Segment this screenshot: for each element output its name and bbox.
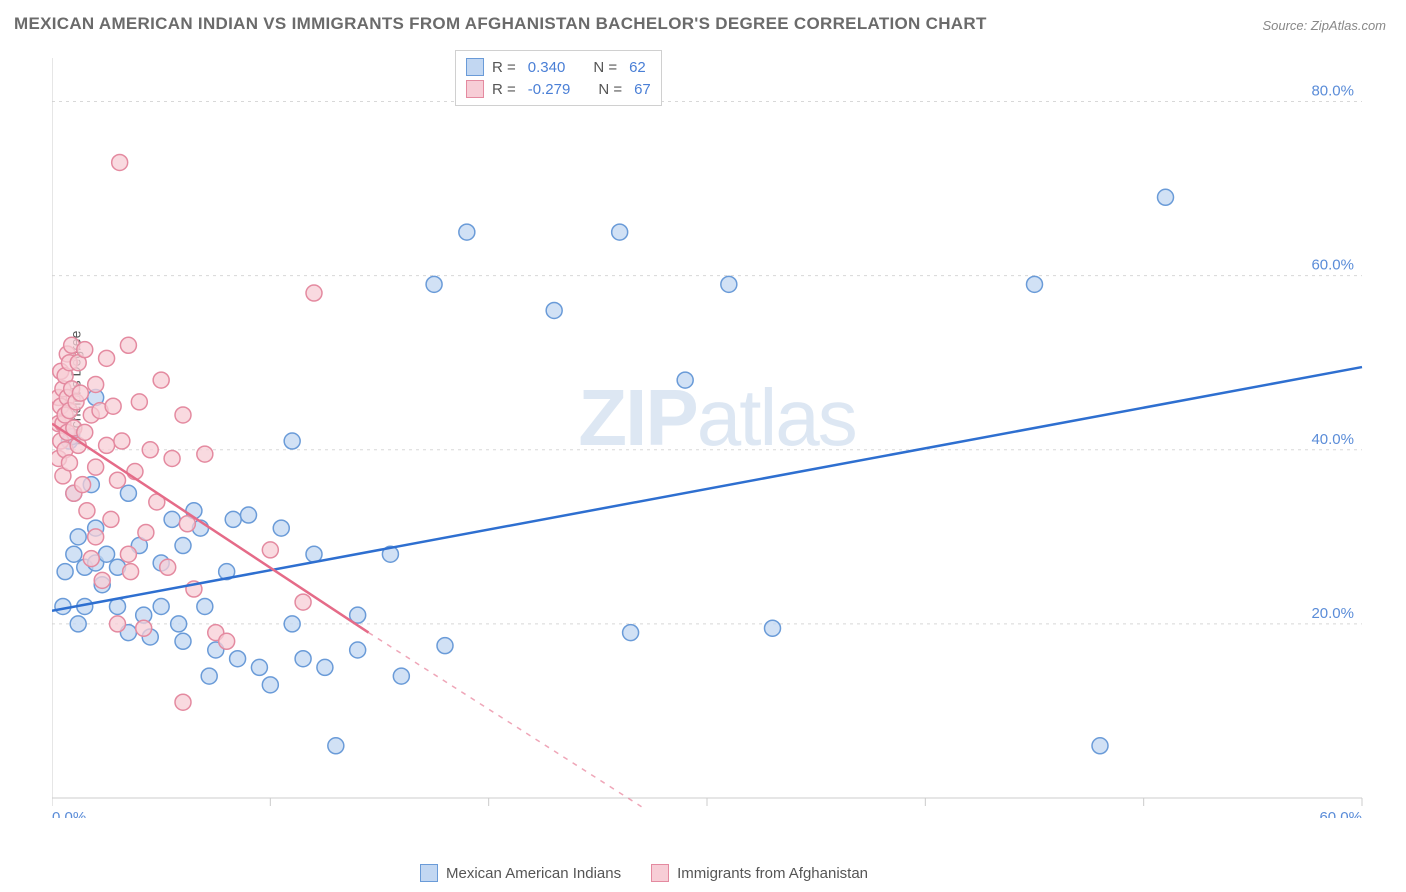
svg-text:20.0%: 20.0%	[1311, 605, 1354, 622]
r-label-2: R =	[492, 81, 516, 98]
legend-bottom-swatch-1	[420, 864, 438, 882]
r-value-2: -0.279	[524, 81, 571, 98]
legend-swatch-2	[466, 80, 484, 98]
legend-bottom-swatch-2	[651, 864, 669, 882]
svg-text:40.0%: 40.0%	[1311, 431, 1354, 448]
legend-bottom-label-1: Mexican American Indians	[446, 865, 621, 882]
svg-text:60.0%: 60.0%	[1319, 809, 1362, 818]
legend-row-series-1: R = 0.340 N = 62	[466, 56, 651, 78]
legend-bottom-label-2: Immigrants from Afghanistan	[677, 865, 868, 882]
scatter-chart-svg: 20.0% 40.0% 60.0% 80.0% 0.0% 60.0%	[52, 48, 1382, 818]
r-value-1: 0.340	[524, 59, 566, 76]
n-value-2: 67	[630, 81, 651, 98]
r-label-1: R =	[492, 59, 516, 76]
legend-row-series-2: R = -0.279 N = 67	[466, 78, 651, 100]
chart-plot-area: ZIPatlas 20.0%40.0%60.0%80.0%0.0%60.0%	[52, 48, 1382, 818]
svg-text:60.0%: 60.0%	[1311, 257, 1354, 274]
legend-swatch-1	[466, 58, 484, 76]
correlation-legend: R = 0.340 N = 62 R = -0.279 N = 67	[455, 50, 662, 106]
svg-text:0.0%: 0.0%	[52, 809, 86, 818]
svg-text:80.0%: 80.0%	[1311, 83, 1354, 100]
series-legend: Mexican American Indians Immigrants from…	[420, 864, 868, 882]
n-label-2: N =	[598, 81, 622, 98]
chart-title: MEXICAN AMERICAN INDIAN VS IMMIGRANTS FR…	[14, 14, 987, 34]
legend-item-series-1: Mexican American Indians	[420, 864, 621, 882]
n-value-1: 62	[625, 59, 646, 76]
source-attribution: Source: ZipAtlas.com	[1262, 18, 1386, 33]
legend-item-series-2: Immigrants from Afghanistan	[651, 864, 868, 882]
n-label-1: N =	[593, 59, 617, 76]
